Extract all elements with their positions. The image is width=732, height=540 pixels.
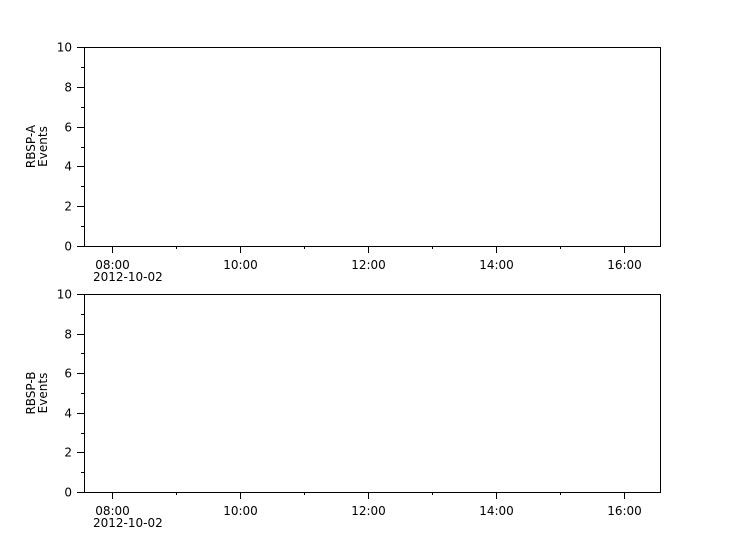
- x-tick-label: 12:00: [351, 258, 386, 272]
- panel-2: 0 2 4 6 8 10 08:00 10:00 12:00 14:00 16:00 2012-10-…: [24, 288, 661, 530]
- panel-1: 0 2 4 6 8 10 08:00 10:00 12:00 14:00 16:00 2012-10-…: [24, 41, 661, 284]
- x-tick-label: 16:00: [607, 258, 642, 272]
- plot-frame: [84, 294, 661, 493]
- y-tick-label: 4: [64, 407, 72, 421]
- y-tick-label: 2: [64, 446, 72, 460]
- y-tick-label: 2: [64, 200, 72, 214]
- y-tick-label: 6: [64, 367, 72, 381]
- x-tick-label: 08:00: [95, 258, 130, 272]
- plot-frame: [84, 47, 661, 247]
- y-tick-label: 0: [64, 486, 72, 500]
- y-axis-label: Events: [36, 126, 50, 167]
- x-tick-label: 10:00: [223, 504, 258, 518]
- date-label: 2012-10-02: [93, 516, 163, 530]
- x-tick-label: 16:00: [607, 504, 642, 518]
- x-tick-label: 14:00: [479, 258, 514, 272]
- y-axis-label: Events: [36, 373, 50, 414]
- x-tick-label: 08:00: [95, 504, 130, 518]
- date-label: 2012-10-02: [93, 270, 163, 284]
- y-tick-label: 8: [64, 328, 72, 342]
- y-tick-label: 10: [57, 288, 72, 302]
- y-axis-label: RBSP-A: [24, 124, 38, 168]
- y-axis-label: RBSP-B: [24, 371, 38, 414]
- x-tick-label: 14:00: [479, 504, 514, 518]
- x-tick-label: 12:00: [351, 504, 386, 518]
- y-tick-label: 6: [64, 121, 72, 135]
- y-tick-label: 4: [64, 160, 72, 174]
- x-tick-label: 10:00: [223, 258, 258, 272]
- y-tick-label: 10: [57, 41, 72, 55]
- y-tick-label: 8: [64, 81, 72, 95]
- y-tick-label: 0: [64, 240, 72, 254]
